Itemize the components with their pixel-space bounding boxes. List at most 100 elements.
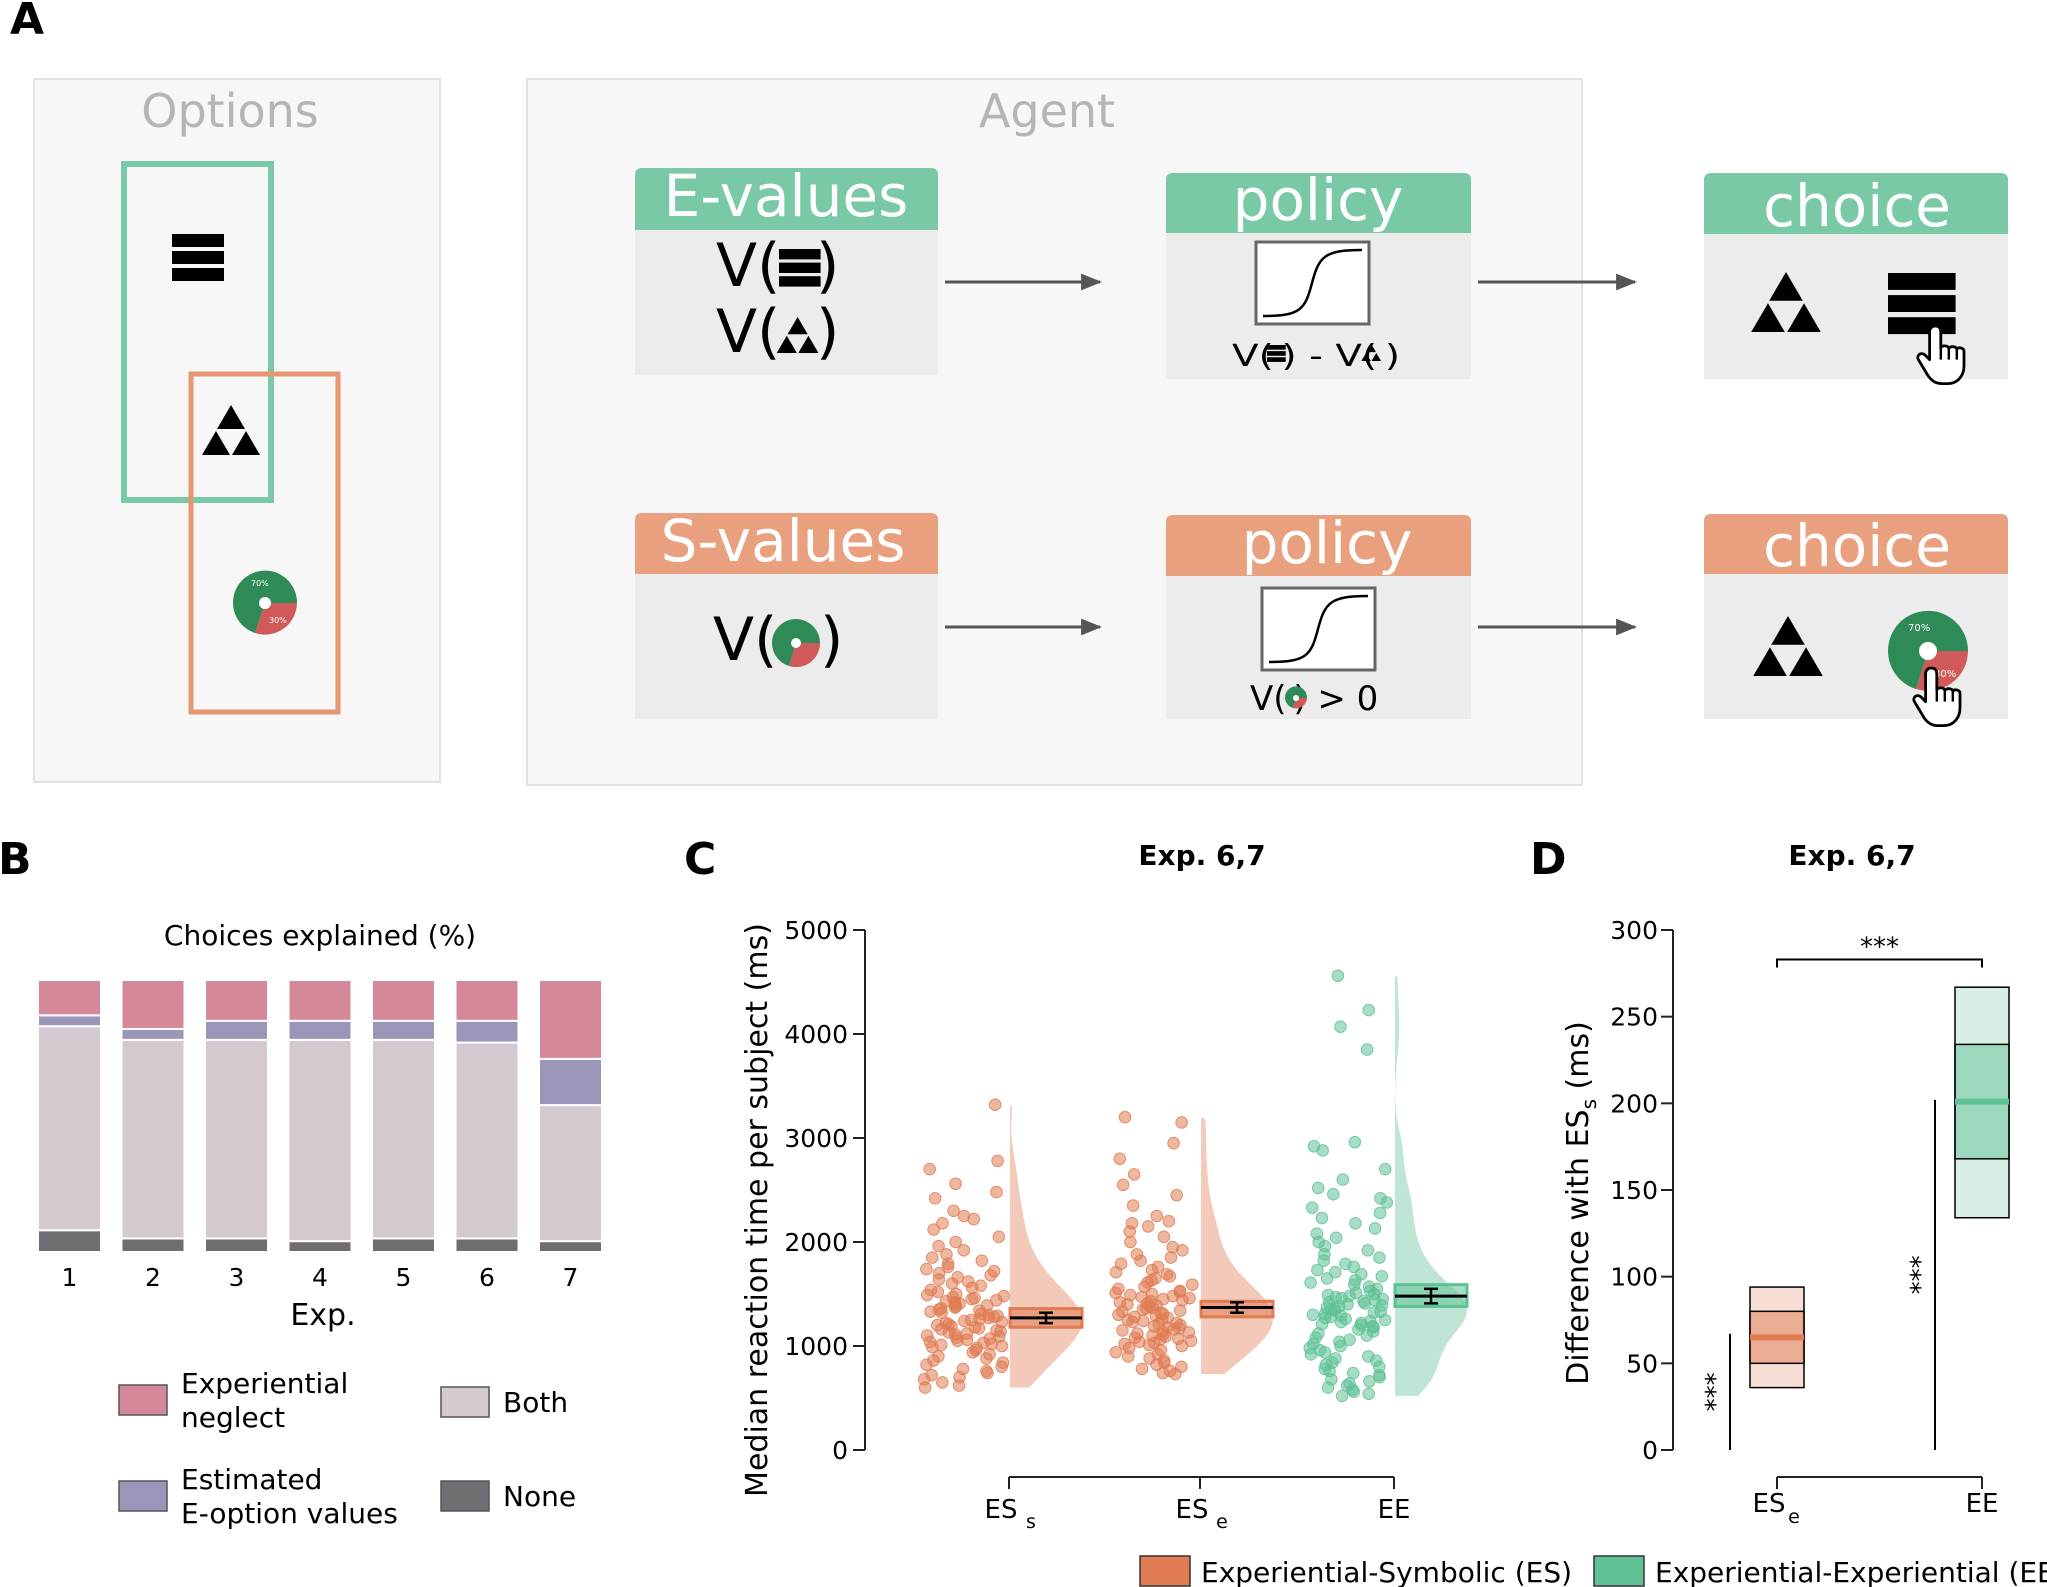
data-point bbox=[935, 1306, 948, 1320]
data-point bbox=[965, 1292, 979, 1306]
legend-both: Both bbox=[503, 1386, 568, 1419]
significance-bracket bbox=[1776, 958, 1983, 968]
choice-e-label: choice bbox=[1763, 172, 1951, 240]
data-point bbox=[991, 1154, 1004, 1168]
data-point bbox=[981, 1366, 994, 1380]
data-point bbox=[1150, 1209, 1164, 1223]
legend-experiential-neglect-line2: neglect bbox=[181, 1401, 285, 1434]
panel-d-ylabel-main: Difference with ES bbox=[1561, 1109, 1596, 1384]
s-values-label: S-values bbox=[661, 507, 906, 575]
policy-e-label: policy bbox=[1233, 166, 1404, 234]
sigmoid-icon bbox=[1260, 586, 1377, 672]
y-tick-label: 250 bbox=[1610, 1003, 1658, 1032]
data-point bbox=[1318, 1345, 1332, 1359]
data-point bbox=[1306, 1308, 1320, 1322]
data-point bbox=[1362, 1003, 1376, 1017]
bar-segment-experiential-neglect bbox=[37, 979, 102, 1017]
bar-segment-estimated-e-option-values bbox=[120, 1027, 186, 1041]
panel-b-letter: B bbox=[0, 834, 32, 885]
bar-segment-none bbox=[538, 1240, 603, 1253]
panel-d-ylabel: Difference with ESs (ms) bbox=[1561, 1021, 1601, 1385]
bar-segment-experiential-neglect bbox=[120, 979, 186, 1030]
data-point bbox=[948, 1301, 962, 1314]
y-tick-label: 2000 bbox=[784, 1228, 848, 1257]
panel-d-axes: 0 50 100 150 200 250 300 ES e EE bbox=[1610, 916, 1998, 1528]
data-point bbox=[1126, 1315, 1139, 1329]
legend-swatch-es bbox=[1139, 1555, 1191, 1587]
stack-icon bbox=[1888, 273, 1956, 335]
stack-icon bbox=[779, 249, 821, 287]
data-point bbox=[1113, 1152, 1127, 1166]
data-point bbox=[918, 1381, 932, 1394]
s-value-close: ) bbox=[820, 605, 843, 675]
data-point bbox=[927, 1223, 940, 1236]
s-values-box: S-values V( ) bbox=[635, 507, 938, 719]
bar-segment-both bbox=[204, 1038, 269, 1240]
legend-swatch-experiential-neglect bbox=[118, 1384, 168, 1416]
data-point bbox=[1331, 969, 1345, 983]
data-point bbox=[951, 1334, 964, 1348]
data-point bbox=[1352, 1323, 1365, 1336]
data-point bbox=[1375, 1270, 1389, 1283]
bar-segment-none bbox=[37, 1229, 102, 1253]
data-point bbox=[1176, 1244, 1189, 1257]
data-point bbox=[992, 1230, 1006, 1244]
data-point bbox=[1361, 1244, 1375, 1257]
bar-segment-none bbox=[454, 1237, 520, 1254]
legend-es: Experiential-Symbolic (ES) bbox=[1201, 1556, 1572, 1587]
options-panel bbox=[33, 78, 441, 783]
panel-c-ylabel: Median reaction time per subject (ms) bbox=[740, 923, 775, 1497]
bar-segment-none bbox=[371, 1237, 436, 1254]
y-tick-label: 0 bbox=[1642, 1436, 1658, 1465]
bar-segment-estimated-e-option-values bbox=[287, 1019, 353, 1041]
bar-segment-both bbox=[287, 1038, 353, 1243]
data-point bbox=[1373, 1251, 1386, 1264]
legend-experiential-neglect-line1: Experiential bbox=[181, 1367, 348, 1400]
pie-icon bbox=[772, 619, 821, 668]
panel-b-title: Choices explained (%) bbox=[164, 919, 476, 952]
x-tick-label: 1 bbox=[62, 1263, 78, 1292]
data-point bbox=[1378, 1313, 1392, 1327]
data-point bbox=[1304, 1348, 1318, 1361]
y-tick-label: 3000 bbox=[784, 1124, 848, 1153]
bar-segment-both bbox=[37, 1025, 102, 1232]
data-point bbox=[932, 1273, 946, 1286]
data-point bbox=[1349, 1216, 1362, 1230]
data-point bbox=[1317, 1254, 1331, 1268]
panel-d-title: Exp. 6,7 bbox=[1788, 839, 1915, 872]
legend-ee: Experiential-Experiential (EE) bbox=[1655, 1556, 2047, 1587]
data-point bbox=[1121, 1350, 1135, 1363]
data-point bbox=[1112, 1308, 1125, 1322]
x-tick-label: 6 bbox=[479, 1263, 495, 1292]
agent-title: Agent bbox=[979, 84, 1115, 138]
data-point bbox=[1109, 1265, 1123, 1279]
symbolic-option-frame bbox=[188, 371, 341, 715]
data-point bbox=[1305, 1201, 1319, 1214]
legend-estimated-line1: Estimated bbox=[181, 1463, 322, 1496]
data-point bbox=[1334, 1020, 1347, 1034]
bar-segment-both bbox=[454, 1041, 520, 1240]
panel-c-axes: 0 1000 2000 3000 4000 5000 ES s ES e EE bbox=[784, 916, 1410, 1533]
data-point bbox=[1135, 1362, 1149, 1376]
stack-icon bbox=[1267, 345, 1286, 362]
panel-d-marks: *** *** *** bbox=[1701, 932, 2010, 1450]
bar-segment-experiential-neglect bbox=[454, 979, 520, 1022]
data-point bbox=[924, 1305, 937, 1318]
panel-c-letter: C bbox=[684, 834, 716, 885]
data-point bbox=[1362, 1387, 1376, 1401]
x-tick-label: 3 bbox=[229, 1263, 245, 1292]
data-point bbox=[936, 1376, 949, 1389]
data-point bbox=[1175, 1116, 1188, 1129]
data-point bbox=[958, 1314, 971, 1328]
panel-d-ylabel-sub: s bbox=[1577, 1099, 1601, 1109]
panel-d-letter: D bbox=[1530, 834, 1567, 885]
panel-b: B Choices explained (%) 1 2 3 4 5 6 7 Exp. Exp… bbox=[0, 834, 603, 1530]
legend-swatch-none bbox=[440, 1480, 490, 1512]
data-point bbox=[1162, 1214, 1176, 1228]
data-point bbox=[1167, 1136, 1180, 1150]
y-tick-label: 5000 bbox=[784, 916, 848, 945]
bar-segment-none bbox=[204, 1237, 269, 1254]
data-point bbox=[1134, 1254, 1147, 1268]
data-point bbox=[1118, 1110, 1132, 1124]
sigmoid-icon bbox=[1254, 240, 1371, 326]
